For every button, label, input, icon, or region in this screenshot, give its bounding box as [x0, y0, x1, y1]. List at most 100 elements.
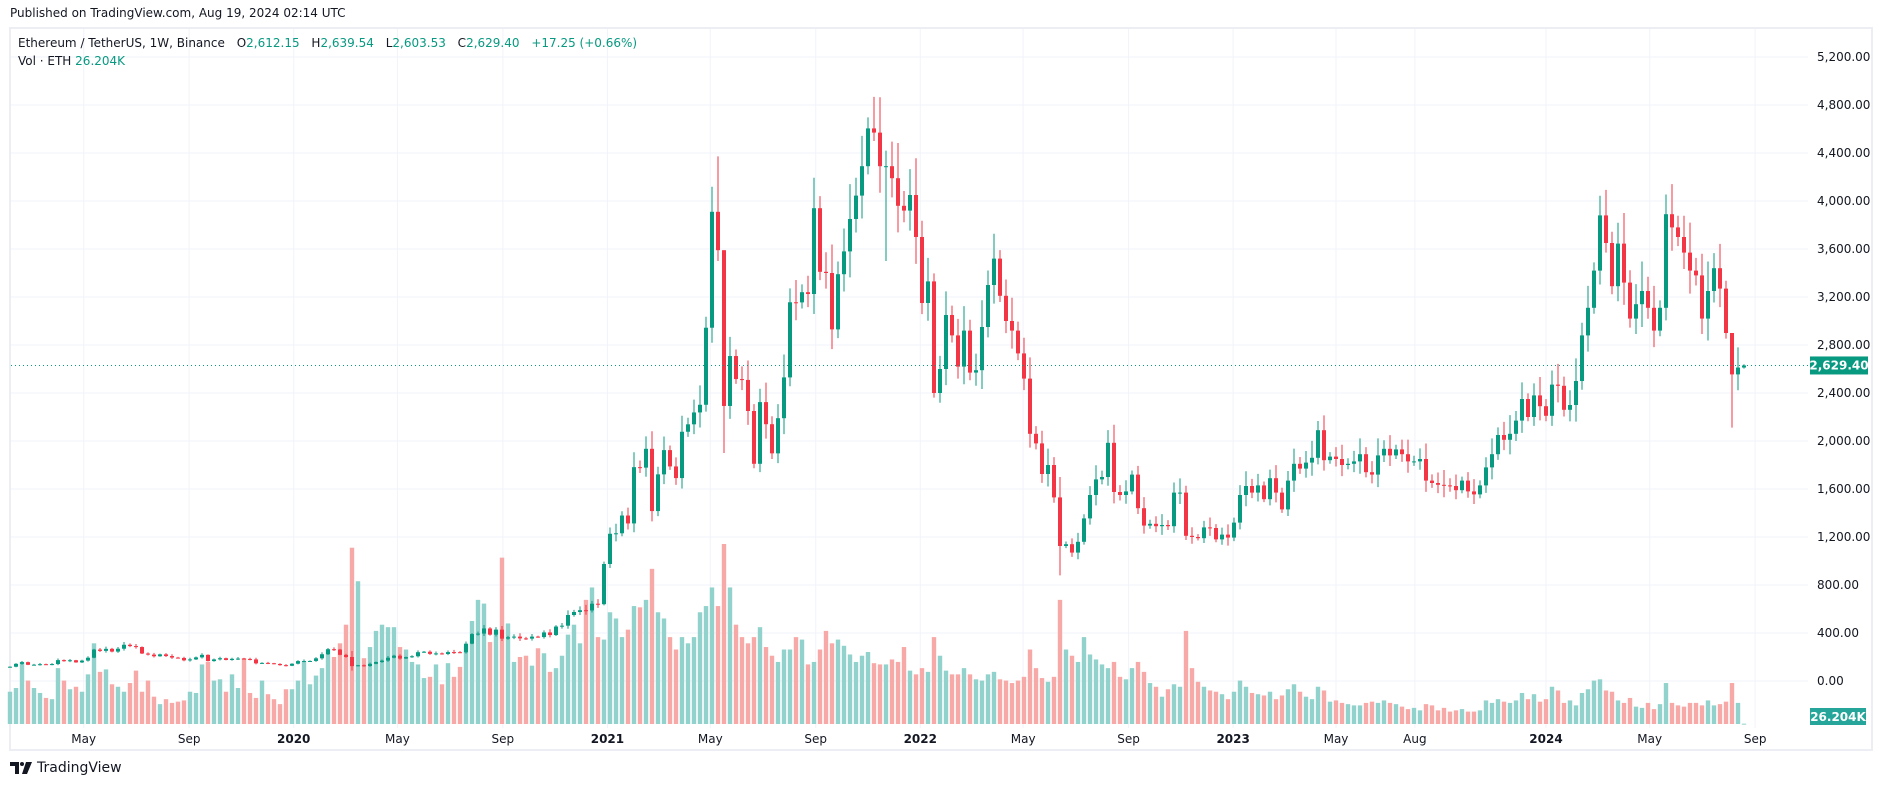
candle-up — [656, 474, 660, 512]
close-value: 2,629.40 — [466, 36, 520, 50]
volume-bar — [547, 671, 553, 724]
candle-down — [1562, 385, 1566, 410]
volume-bar — [55, 668, 61, 724]
volume-bar — [589, 587, 595, 724]
volume-bar — [1693, 702, 1699, 724]
candle-up — [860, 166, 864, 196]
last-price-badge — [1810, 356, 1868, 375]
candle-up — [1658, 307, 1662, 331]
volume-bar — [541, 653, 547, 724]
volume-bar — [283, 689, 289, 724]
volume-bar — [1477, 710, 1483, 724]
candle-up — [1106, 442, 1110, 477]
volume-bar — [667, 637, 673, 724]
candle-down — [1028, 378, 1032, 434]
candle-down — [1004, 295, 1008, 321]
volume-bar — [175, 701, 181, 724]
candle-down — [140, 647, 144, 654]
candle-up — [1574, 381, 1578, 405]
volume-bar — [943, 670, 949, 724]
volume-bar — [1447, 711, 1453, 724]
candle-down — [344, 654, 348, 657]
candle-up — [1316, 430, 1320, 458]
candle-up — [104, 648, 108, 651]
candle-up — [230, 658, 234, 660]
volume-label[interactable]: Vol · ETH — [18, 54, 72, 68]
candle-down — [170, 656, 174, 658]
volume-bar — [1093, 659, 1099, 724]
volume-bar — [811, 661, 817, 724]
volume-bar — [295, 680, 301, 724]
volume-row: Vol · ETH 26.204K — [18, 52, 637, 70]
price-tick-label: 800.00 — [1817, 578, 1859, 592]
candle-down — [1400, 449, 1404, 455]
chart-legend: Ethereum / TetherUS, 1W, Binance O2,612.… — [18, 34, 637, 70]
volume-bar — [991, 671, 997, 724]
candle-up — [50, 664, 54, 666]
candle-up — [1592, 270, 1596, 308]
candle-up — [1484, 467, 1488, 486]
candle-down — [1628, 282, 1632, 319]
change-value: +17.25 (+0.66%) — [531, 36, 638, 50]
candle-down — [1730, 333, 1734, 375]
time-tick-label: May — [698, 732, 723, 746]
volume-bar — [1033, 668, 1039, 724]
candle-down — [1682, 237, 1686, 253]
volume-bar — [241, 658, 247, 724]
volume-bar — [1363, 702, 1369, 724]
time-tick-label: May — [1011, 732, 1036, 746]
volume-bar — [1723, 701, 1729, 724]
candle-up — [404, 657, 408, 659]
volume-bar — [1609, 691, 1615, 724]
candle-up — [728, 356, 732, 406]
volume-bar — [109, 684, 115, 724]
volume-bar — [1627, 697, 1633, 724]
candle-up — [512, 636, 516, 638]
candle-up — [434, 653, 438, 655]
time-axis: May Sep 2020 May Sep 2021 May Sep 2022 May Sep 2023… — [71, 732, 1766, 746]
volume-bar — [1579, 692, 1585, 724]
candle-up — [1376, 455, 1380, 475]
candle-down — [1262, 485, 1266, 500]
candle-down — [1208, 527, 1212, 529]
volume-bar — [1201, 686, 1207, 724]
candle-down — [932, 281, 936, 393]
candle-down — [740, 379, 744, 381]
volume-bar — [19, 661, 25, 724]
candle-up — [422, 651, 426, 653]
candle-up — [1082, 518, 1086, 542]
volume-bar — [1501, 701, 1507, 724]
candle-up — [1064, 544, 1068, 546]
candle-down — [452, 652, 456, 654]
tradingview-logo[interactable]: TradingView — [10, 760, 122, 776]
open-value: 2,612.15 — [246, 36, 300, 50]
volume-bar — [607, 612, 613, 724]
volume-bar — [553, 668, 559, 724]
volume-bar — [1711, 705, 1717, 724]
candle-up — [614, 533, 618, 535]
volume-bar — [715, 606, 721, 724]
candle-up — [1076, 541, 1080, 553]
volume-bar — [1009, 683, 1015, 724]
volume-bar — [1555, 690, 1561, 724]
volume-bar — [1453, 710, 1459, 724]
candle-down — [134, 646, 138, 648]
candle-up — [56, 660, 60, 665]
volume-bar — [463, 645, 469, 724]
time-tick-label: May — [1324, 732, 1349, 746]
candle-down — [830, 273, 834, 330]
volume-bar — [1081, 637, 1087, 724]
symbol-title[interactable]: Ethereum / TetherUS, 1W, Binance — [18, 36, 225, 50]
volume-bar — [631, 606, 637, 724]
volume-bar — [781, 649, 787, 724]
ohlc-row: Ethereum / TetherUS, 1W, Binance O2,612.… — [18, 34, 637, 52]
volume-bar — [1309, 699, 1315, 724]
candle-up — [698, 404, 702, 413]
volume-bar — [331, 656, 337, 724]
candle-down — [536, 636, 540, 638]
volume-bar — [751, 637, 757, 724]
candle-up — [1478, 485, 1482, 495]
volume-bar — [1681, 706, 1687, 724]
volume-bar — [1657, 704, 1663, 724]
